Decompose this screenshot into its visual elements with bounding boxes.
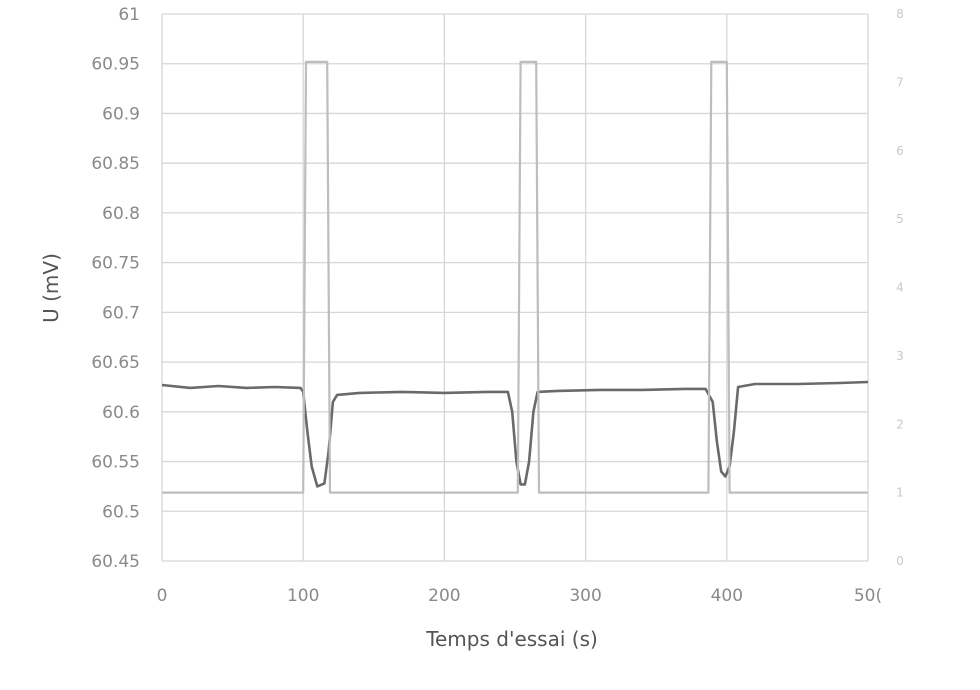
x-tick-label: 0: [157, 586, 168, 606]
y2-tick-label: 2: [896, 417, 904, 431]
y2-tick-label: 0: [896, 554, 904, 568]
y2-tick-label: 3: [896, 349, 904, 363]
y-tick-label: 60.55: [91, 453, 140, 473]
x-tick-layer: 0 100 200 300 400 50(: [157, 586, 883, 606]
y-tick-label: 60.6: [102, 403, 140, 423]
voltage-series-line: [162, 382, 868, 486]
y2-tick-label: 8: [896, 7, 904, 21]
y-tick-label: 60.9: [102, 104, 140, 124]
y-tick-label: 60.7: [102, 303, 140, 323]
x-tick-label: 50(: [854, 586, 882, 606]
y2-tick-label: 1: [896, 486, 904, 500]
y2-tick-label: 5: [896, 212, 904, 226]
y-tick-label: 60.45: [91, 552, 140, 572]
y-tick-label: 60.8: [102, 204, 140, 224]
x-tick-label: 400: [711, 586, 743, 606]
y-axis-title: U (mV): [39, 253, 63, 323]
y2-tick-label: 6: [896, 144, 904, 158]
series-layer: [162, 62, 868, 493]
grid-layer: [162, 14, 868, 561]
x-tick-label: 100: [287, 586, 319, 606]
y-tick-layer: 60.45 60.5 60.55 60.6 60.65 60.7 60.75 60.8 60.8…: [91, 5, 140, 572]
x-tick-label: 200: [428, 586, 460, 606]
x-tick-label: 300: [569, 586, 601, 606]
y-tick-label: 60.5: [102, 502, 140, 522]
y2-tick-layer: 0 1 2 3 4 5 6 7 8: [896, 7, 904, 568]
y-tick-label: 60.65: [91, 353, 140, 373]
y-tick-label: 60.85: [91, 154, 140, 174]
y-tick-label: 61: [118, 5, 140, 25]
y2-tick-label: 7: [896, 75, 904, 89]
x-axis-title: Temps d'essai (s): [425, 627, 598, 651]
secondary-series-line: [162, 62, 868, 493]
y-tick-label: 60.75: [91, 254, 140, 274]
y2-tick-label: 4: [896, 281, 904, 295]
y-tick-label: 60.95: [91, 55, 140, 75]
